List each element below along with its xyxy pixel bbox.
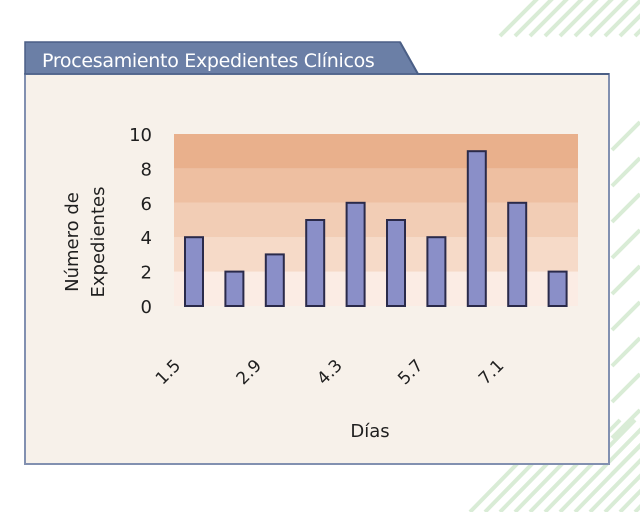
stripe-bottom [588, 458, 640, 512]
stripe-bottom [558, 427, 640, 512]
bar [507, 201, 528, 307]
y-tick-label: 8 [141, 159, 152, 180]
bar [386, 219, 406, 307]
stripe-top [558, 0, 599, 38]
tab-accent-line [399, 41, 609, 75]
stripe-top [498, 0, 539, 38]
bar [184, 236, 204, 307]
chart-title: Procesamiento Expedientes Clínicos [42, 50, 375, 72]
bar [305, 219, 326, 307]
stripe-top [513, 0, 554, 38]
stripe-right [610, 192, 640, 224]
x-axis-label: Días [350, 421, 389, 442]
y-axis-label-line-1: Número de [62, 192, 83, 292]
stripe-right [610, 408, 640, 440]
stripe-bottom [603, 473, 640, 512]
stripe-top [543, 0, 584, 38]
stripe-right [610, 228, 640, 260]
stripe-top [588, 0, 629, 38]
stripe-top [618, 13, 640, 38]
stripe-top [573, 0, 614, 38]
stripe-right [610, 444, 640, 476]
bar [345, 201, 366, 307]
y-tick-label: 6 [141, 194, 152, 215]
stripe-right [610, 300, 640, 332]
y-tick-labels: 0 2 4 6 8 10 [129, 125, 152, 318]
y-tick-label: 4 [141, 228, 152, 249]
stripe-bottom [543, 418, 637, 512]
bar [426, 236, 447, 307]
stripe-right [610, 156, 640, 188]
y-tick-label: 0 [141, 297, 152, 318]
bar-series [184, 150, 568, 308]
y-axis-label-line-2: Expedientes [88, 187, 109, 298]
stripe-top [603, 0, 640, 38]
bar [547, 270, 568, 308]
stripe-bottom [618, 488, 640, 512]
stripe-right [610, 120, 640, 152]
stripe-right [610, 264, 640, 296]
stripe-top [528, 0, 569, 38]
bar [264, 253, 285, 307]
plot-band [174, 134, 578, 169]
bar [224, 270, 245, 308]
bar [466, 150, 487, 307]
plot-band [174, 168, 578, 203]
y-tick-label: 10 [129, 125, 152, 146]
stripe-right [610, 336, 640, 368]
y-tick-label: 2 [141, 263, 152, 284]
stripe-right [610, 372, 640, 404]
